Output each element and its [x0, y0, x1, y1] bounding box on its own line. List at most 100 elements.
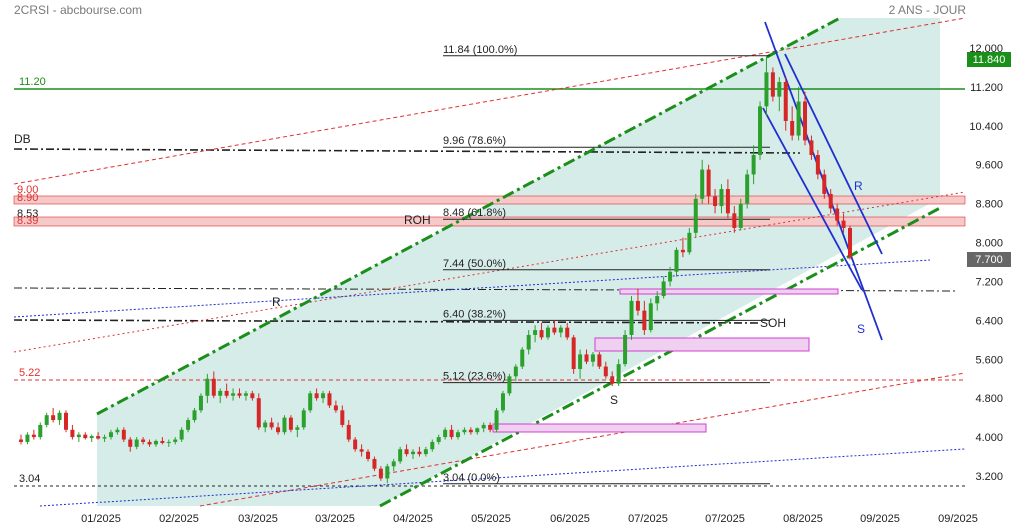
candle-body	[848, 227, 852, 258]
candle-body	[205, 378, 210, 396]
candle-body	[783, 82, 788, 121]
resistance-band-lower	[13, 216, 966, 227]
db-line	[13, 148, 801, 154]
candle-body	[674, 249, 679, 272]
candle-body	[533, 330, 538, 335]
candle-body	[539, 330, 544, 338]
candle-body	[809, 140, 814, 155]
candle-body	[44, 415, 49, 425]
candle-body	[198, 395, 203, 411]
chart-period: 2 ANS - JOUR	[888, 3, 966, 17]
channel-upper-line	[96, 16, 841, 416]
candle-body	[629, 300, 634, 335]
candle-body	[732, 213, 737, 228]
candle-body	[700, 169, 705, 199]
candle-body	[719, 189, 724, 207]
level-label-8-39: 8.39	[17, 215, 38, 227]
fib-label-0: 11.84 (100.0%)	[443, 44, 517, 56]
candle-body	[63, 412, 68, 430]
date-tick-label: 05/2025	[471, 513, 511, 525]
candle-body	[687, 232, 692, 253]
candle-body	[520, 349, 525, 367]
candle-body	[276, 427, 281, 433]
candle-body	[243, 393, 248, 396]
date-tick-label: 09/2025	[938, 513, 978, 525]
blue-channel-upper	[784, 53, 883, 255]
candle-body	[578, 354, 583, 369]
candle-body	[333, 405, 338, 411]
resistance-band-upper	[13, 195, 966, 205]
candle-body	[777, 82, 782, 97]
candle-body	[552, 327, 557, 333]
candle-body	[115, 429, 120, 433]
blue-channel-lower	[762, 107, 863, 291]
candle-body	[353, 439, 358, 450]
fib-label-3: 7.44 (50.0%)	[443, 258, 506, 270]
candle-body	[179, 429, 184, 440]
candle-body	[597, 354, 602, 367]
candle-body	[38, 424, 43, 438]
candle-body	[269, 422, 274, 428]
candle-body	[828, 193, 833, 209]
candle-body	[475, 428, 480, 433]
candle-body	[751, 155, 756, 175]
candle-body	[166, 441, 171, 443]
candle-body	[693, 198, 698, 233]
candle-body	[481, 424, 486, 429]
candle-body	[366, 451, 371, 459]
candle-body	[295, 427, 300, 430]
candle-body	[128, 439, 133, 447]
magenta-zone-3	[492, 423, 707, 433]
fib-label-6: 3.04 (0.0%)	[443, 472, 500, 484]
candle-body	[796, 101, 801, 136]
candle-body	[500, 393, 505, 411]
candle-body	[25, 434, 30, 442]
candle-body	[745, 174, 750, 204]
candle-body	[423, 449, 428, 455]
candle-body	[231, 393, 236, 396]
candle-body	[218, 390, 223, 396]
date-tick-label: 03/2025	[238, 513, 278, 525]
candle-body	[455, 432, 460, 438]
fib-label-4: 6.40 (38.2%)	[443, 308, 506, 320]
candle-body	[706, 169, 711, 197]
candle-body	[31, 434, 36, 438]
candle-body	[153, 440, 158, 445]
candle-body	[642, 310, 647, 331]
candle-body	[321, 393, 326, 399]
candle-body	[558, 327, 563, 333]
candle-body	[764, 72, 769, 107]
magenta-zone-2	[594, 337, 810, 352]
candle-body	[372, 458, 377, 469]
candle-body	[173, 439, 178, 442]
candle-body	[655, 296, 660, 304]
candle-body	[590, 354, 595, 362]
candle-body	[648, 303, 653, 331]
red-trendline-mid	[13, 191, 966, 353]
candle-body	[616, 364, 621, 384]
level-label-8-53: 8.53	[17, 208, 38, 220]
candle-body	[803, 101, 808, 141]
candle-body	[147, 441, 152, 445]
candle-body	[96, 436, 101, 439]
candle-body	[224, 390, 229, 396]
price-tick-label: 10.400	[969, 121, 1003, 133]
candle-body	[378, 468, 383, 479]
date-tick-label: 09/2025	[860, 513, 900, 525]
candle-body	[70, 429, 75, 438]
candle-body	[790, 120, 795, 136]
candle-body	[725, 189, 730, 214]
candle-body	[76, 434, 81, 438]
candle-body	[256, 398, 261, 428]
candle-body	[770, 72, 775, 97]
candle-body	[668, 271, 673, 282]
candle-body	[192, 410, 197, 421]
candle-body	[571, 337, 576, 369]
candle-body	[398, 449, 403, 462]
candle-body	[102, 437, 107, 439]
candle-body	[623, 334, 628, 365]
price-tick-label: 7.200	[975, 276, 1003, 288]
fib-label-2: 8.48 (61.8%)	[443, 207, 506, 219]
candle-body	[449, 429, 454, 438]
